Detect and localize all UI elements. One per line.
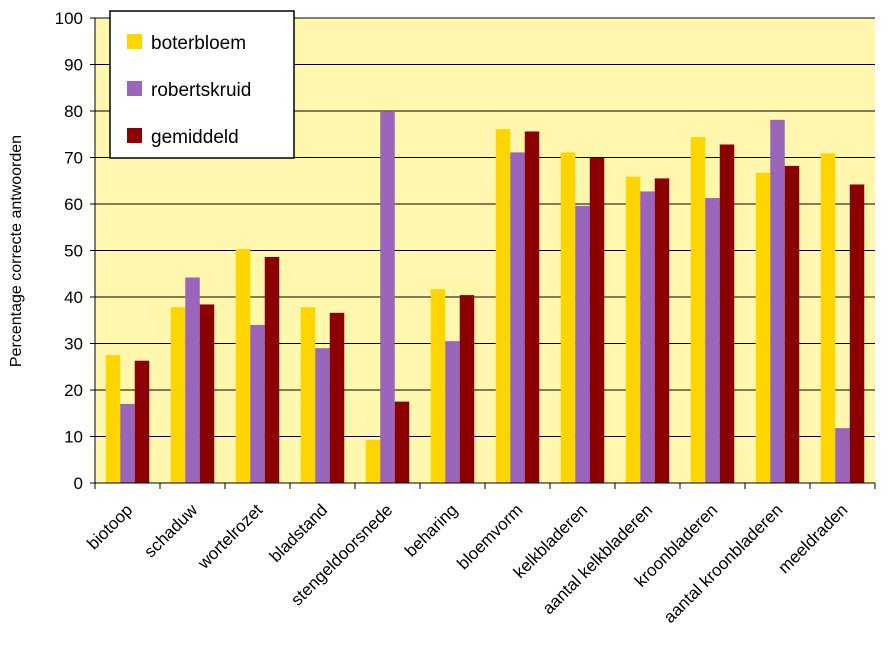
bar-gemiddeld [849,184,865,483]
bar-gemiddeld [784,165,800,483]
bar-robertskruid [640,191,655,483]
bar-boterbloem [495,129,511,483]
y-tick-label: 100 [55,9,83,28]
legend-swatch-robertskruid [127,81,142,96]
bar-gemiddeld [589,157,605,483]
bar-boterbloem [300,307,316,483]
y-tick-label: 0 [74,474,83,493]
y-tick-label: 90 [64,56,83,75]
bar-boterbloem [560,152,576,483]
y-tick-label: 70 [64,149,83,168]
legend-swatch-boterbloem [127,34,142,49]
legend: boterbloem robertskruid gemiddeld [109,10,295,159]
y-tick-label: 40 [64,288,83,307]
y-tick-label: 20 [64,381,83,400]
y-tick-label: 30 [64,335,83,354]
bar-boterbloem [235,249,251,483]
y-tick-label: 60 [64,195,83,214]
y-tick-label: 50 [64,242,83,261]
x-tick-label: schaduw [140,500,201,561]
bar-gemiddeld [394,401,410,483]
bar-robertskruid [120,403,135,483]
legend-label-boterbloem: boterbloem [151,33,246,54]
bar-boterbloem [105,355,121,483]
bar-boterbloem [820,153,836,483]
bar-robertskruid [510,152,525,483]
bar-boterbloem [625,176,641,483]
x-tick-label: bladstand [266,500,332,566]
bar-robertskruid [380,111,395,484]
y-axis-title: Percentage correcte antwoorden [8,135,25,367]
y-tick-labels: 0 10 20 30 40 50 60 70 80 90 100 [55,9,83,493]
bar-robertskruid [705,197,720,483]
bar-gemiddeld [524,131,540,483]
y-tick-label: 80 [64,102,83,121]
bar-gemiddeld [199,304,215,483]
bar-robertskruid [250,324,265,483]
bar-robertskruid [315,348,330,483]
bar-boterbloem [430,289,446,483]
bar-boterbloem [755,172,771,483]
x-tick-label: aantal kroonbladeren [660,500,786,626]
bar-gemiddeld [459,295,475,483]
legend-swatch-gemiddeld [127,128,142,143]
legend-label-gemiddeld: gemiddeld [151,127,239,148]
x-tick-label: aantal kelkbladeren [539,500,657,618]
bar-robertskruid [185,277,200,483]
legend-label-robertskruid: robertskruid [151,80,251,101]
bar-robertskruid [770,119,785,484]
x-tick-label: meeldraden [774,500,851,577]
bar-gemiddeld [329,312,345,483]
bar-gemiddeld [264,257,280,483]
bar-boterbloem [690,137,706,484]
bar-robertskruid [575,205,590,484]
bar-boterbloem [170,307,186,483]
x-tick-label: biotoop [83,500,136,553]
bar-boterbloem [365,439,381,483]
bar-robertskruid [445,341,460,483]
x-tick-label: wortelrozet [193,500,266,573]
bar-robertskruid [835,428,850,483]
bar-gemiddeld [719,144,735,484]
bars [105,111,865,484]
bar-gemiddeld [654,178,670,484]
x-tick-label: beharing [401,500,461,560]
bar-gemiddeld [134,360,150,483]
y-tick-label: 10 [64,428,83,447]
axes [90,17,876,489]
